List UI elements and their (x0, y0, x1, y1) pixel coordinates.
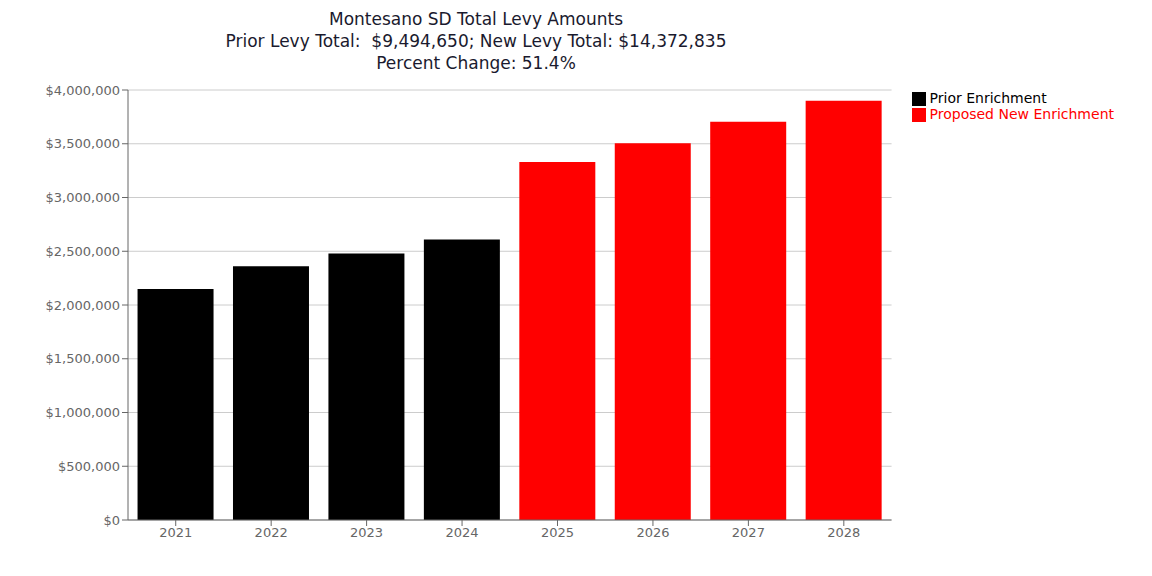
svg-text:$3,000,000: $3,000,000 (46, 190, 120, 205)
html-text:Prior Enrichment: Prior Enrichment (929, 90, 1047, 106)
svg-text:2024: 2024 (446, 525, 479, 540)
svg-text:$2,500,000: $2,500,000 (46, 244, 120, 259)
svg-text:$3,500,000: $3,500,000 (46, 136, 120, 151)
svg-text:$500,000: $500,000 (58, 459, 120, 474)
svg-text:2022: 2022 (255, 525, 288, 540)
html-text:Percent Change: 51.4%: Percent Change: 51.4% (376, 53, 576, 73)
svg-text:$1,000,000: $1,000,000 (46, 405, 120, 420)
svg-text:$0: $0 (103, 513, 120, 528)
svg-text:2025: 2025 (541, 525, 574, 540)
svg-text:2027: 2027 (732, 525, 765, 540)
svg-text:$1,500,000: $1,500,000 (46, 351, 120, 366)
svg-text:2028: 2028 (827, 525, 860, 540)
svg-text:2021: 2021 (159, 525, 192, 540)
svg-text:2023: 2023 (350, 525, 383, 540)
svg-text:$2,000,000: $2,000,000 (46, 298, 120, 313)
html-text:Proposed New Enrichment: Proposed New Enrichment (929, 106, 1114, 122)
svg-text:$4,000,000: $4,000,000 (46, 83, 120, 98)
svg-text:2026: 2026 (636, 525, 669, 540)
html-text:Prior Levy Total: $9,494,650;: Prior Levy Total: $9,494,650; New Levy T… (225, 31, 727, 51)
html-text:Montesano SD Total Levy Amount: Montesano SD Total Levy Amounts (329, 9, 623, 29)
